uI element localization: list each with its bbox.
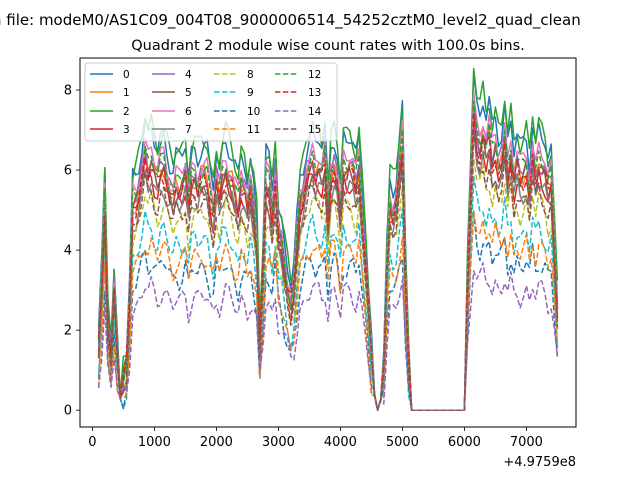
- legend-label-15: 15: [308, 124, 321, 136]
- legend-label-2: 2: [123, 106, 130, 118]
- series-line-15: [97, 133, 559, 411]
- legend-label-13: 13: [308, 87, 321, 99]
- y-tick-labels: 0 2 4 6 8: [64, 84, 72, 419]
- legend-label-10: 10: [247, 106, 260, 118]
- x-tick-label: 7000: [510, 435, 543, 450]
- y-tick-label: 4: [64, 244, 72, 259]
- series-line-5: [97, 120, 559, 411]
- y-tick-label: 2: [64, 324, 72, 339]
- legend-label-4: 4: [185, 69, 192, 81]
- tick-marks: [76, 89, 527, 431]
- x-tick-label: 4000: [324, 435, 357, 450]
- chart-title: Quadrant 2 module wise count rates with …: [131, 38, 525, 54]
- legend-label-9: 9: [247, 87, 254, 99]
- series-line-12: [97, 100, 559, 411]
- legend-label-6: 6: [185, 106, 192, 118]
- legend-label-12: 12: [308, 69, 321, 81]
- x-tick-label: 3000: [262, 435, 295, 450]
- x-tick-label: 2000: [200, 435, 233, 450]
- x-offset-label: +4.9759e8: [503, 455, 576, 470]
- legend-label-1: 1: [123, 87, 130, 99]
- x-tick-label: 6000: [448, 435, 481, 450]
- y-tick-label: 6: [64, 164, 72, 179]
- chart-suptitle: n file: modeM0/AS1C09_004T08_9000006514_…: [0, 11, 581, 30]
- y-tick-label: 0: [64, 404, 72, 419]
- x-tick-label: 1000: [138, 435, 171, 450]
- plot-frame: [79, 57, 577, 428]
- legend-label-11: 11: [247, 124, 260, 136]
- legend-label-8: 8: [247, 69, 254, 81]
- series-group: [97, 67, 559, 411]
- series-line-9: [97, 175, 559, 411]
- x-tick-label: 5000: [386, 435, 419, 450]
- x-tick-label: 0: [88, 435, 96, 450]
- series-line-14: [97, 261, 559, 411]
- y-tick-label: 8: [64, 84, 72, 99]
- series-line-13: [97, 111, 559, 411]
- series-line-11: [97, 210, 559, 411]
- legend-label-14: 14: [308, 106, 322, 118]
- x-tick-labels: 0 1000 2000 3000 4000 5000 6000 7000: [88, 435, 543, 450]
- legend-label-3: 3: [123, 124, 130, 136]
- legend-box: [84, 62, 338, 142]
- legend-label-0: 0: [123, 69, 130, 81]
- legend-label-5: 5: [185, 87, 192, 99]
- legend-label-7: 7: [185, 124, 192, 136]
